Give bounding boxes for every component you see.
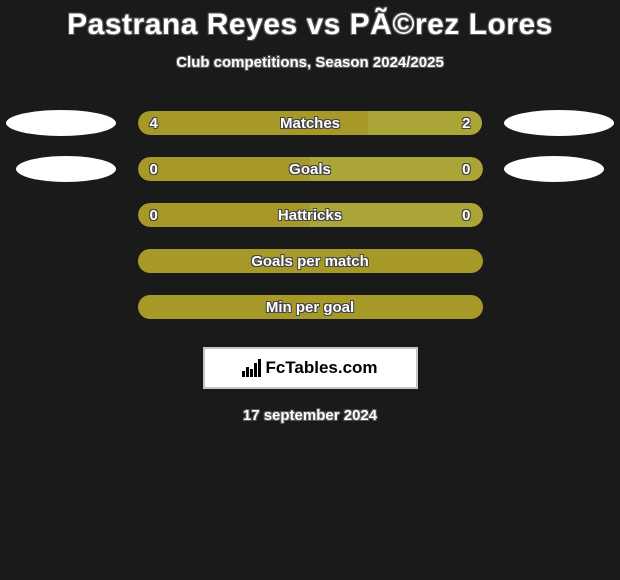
stats-section: 4Matches20Goals00Hattricks0Goals per mat… bbox=[0, 111, 620, 319]
page-title: Pastrana Reyes vs PÃ©rez Lores bbox=[67, 8, 553, 42]
stat-value-right: 2 bbox=[462, 115, 470, 132]
stat-bar: Goals per match bbox=[138, 249, 483, 273]
branding-text: FcTables.com bbox=[265, 358, 377, 378]
stat-bar: Min per goal bbox=[138, 295, 483, 319]
stat-row: Goals per match bbox=[0, 249, 620, 273]
date-label: 17 september 2024 bbox=[243, 407, 377, 424]
stat-label: Goals bbox=[138, 161, 483, 178]
stat-bar: 0Hattricks0 bbox=[138, 203, 483, 227]
subtitle: Club competitions, Season 2024/2025 bbox=[176, 54, 444, 71]
stat-value-right: 0 bbox=[462, 161, 470, 178]
stat-row: 4Matches2 bbox=[0, 111, 620, 135]
stat-value-right: 0 bbox=[462, 207, 470, 224]
stat-row: 0Hattricks0 bbox=[0, 203, 620, 227]
player-mark-right bbox=[504, 110, 614, 136]
player-mark-left bbox=[16, 156, 116, 182]
stat-label: Hattricks bbox=[138, 207, 483, 224]
player-mark-left bbox=[6, 110, 116, 136]
stat-row: Min per goal bbox=[0, 295, 620, 319]
stat-bar: 4Matches2 bbox=[138, 111, 483, 135]
stat-label: Min per goal bbox=[138, 299, 483, 316]
stat-bar: 0Goals0 bbox=[138, 157, 483, 181]
bar-chart-icon bbox=[242, 359, 261, 377]
comparison-card: Pastrana Reyes vs PÃ©rez Lores Club comp… bbox=[0, 0, 620, 424]
player-mark-right bbox=[504, 156, 604, 182]
branding-box: FcTables.com bbox=[203, 347, 418, 389]
stat-label: Matches bbox=[138, 115, 483, 132]
stat-row: 0Goals0 bbox=[0, 157, 620, 181]
stat-label: Goals per match bbox=[138, 253, 483, 270]
